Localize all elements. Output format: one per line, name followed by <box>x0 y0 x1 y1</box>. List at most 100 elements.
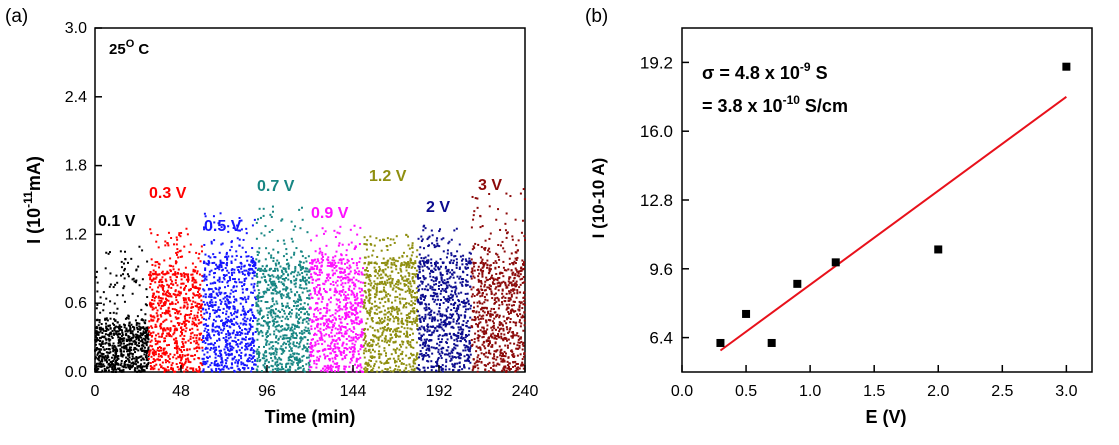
panel-a-data-point <box>231 274 234 277</box>
panel-a-data-point <box>411 332 414 335</box>
panel-a-data-point <box>223 348 226 351</box>
panel-a-data-point <box>161 352 164 355</box>
panel-a-data-point <box>256 275 259 278</box>
panel-a-data-point <box>265 355 268 358</box>
panel-a-data-point <box>427 344 430 347</box>
panel-a-data-point <box>373 356 376 359</box>
panel-a-data-point <box>139 366 142 369</box>
panel-a-data-point <box>230 314 233 317</box>
panel-a-data-point <box>445 299 448 302</box>
panel-a-data-point <box>391 336 394 339</box>
panel-a-data-point <box>268 325 271 328</box>
panel-a-data-point <box>315 363 318 366</box>
panel-a-data-point <box>357 358 360 361</box>
panel-a-data-point <box>296 352 299 355</box>
panel-a-data-point <box>387 310 390 313</box>
panel-a-data-point <box>240 361 243 364</box>
panel-a-data-point <box>321 316 324 319</box>
panel-a-data-point <box>306 329 309 332</box>
panel-a-data-point <box>326 310 329 313</box>
panel-a-data-point <box>282 343 285 346</box>
panel-a-data-point <box>420 240 423 243</box>
panel-a-data-point <box>154 353 157 356</box>
panel-a-data-point <box>348 328 351 331</box>
panel-a-data-point <box>355 333 358 336</box>
panel-a-data-point <box>157 368 160 371</box>
panel-a-data-point <box>286 362 289 365</box>
panel-a-data-point <box>305 287 308 290</box>
panel-a-data-point <box>397 327 400 330</box>
panel-a-data-point <box>312 338 315 341</box>
panel-a-data-point <box>449 275 452 278</box>
panel-a-data-point <box>240 357 243 360</box>
panel-a-data-point <box>293 253 296 256</box>
panel-a-data-point <box>98 356 101 359</box>
panel-a-data-point <box>109 338 112 341</box>
panel-a-data-point <box>264 300 267 303</box>
panel-a-data-point <box>374 261 377 264</box>
panel-a-data-point <box>115 347 118 350</box>
panel-a-data-point <box>279 276 282 279</box>
panel-a-data-point <box>397 319 400 322</box>
panel-a-data-point <box>115 332 118 335</box>
panel-a-data-point <box>157 355 160 358</box>
panel-a-data-point <box>359 345 362 348</box>
panel-a-data-point <box>252 344 255 347</box>
panel-a-data-point <box>222 337 225 340</box>
panel-a-data-point <box>110 363 113 366</box>
panel-a-data-point <box>365 322 368 325</box>
panel-a-data-point <box>404 297 407 300</box>
panel-a-data-point <box>147 349 150 352</box>
panel-a-data-point <box>276 259 279 262</box>
panel-a-data-point <box>165 335 168 338</box>
panel-a-data-point <box>409 341 412 344</box>
panel-a-data-point <box>307 313 310 316</box>
panel-a-data-point <box>151 263 154 266</box>
panel-a-data-point <box>107 356 110 359</box>
panel-a-data-point <box>368 314 371 317</box>
panel-a-data-point <box>266 324 269 327</box>
panel-a-data-point <box>436 363 439 366</box>
panel-a-data-point <box>181 282 184 285</box>
panel-a-data-point <box>418 253 421 256</box>
panel-a-data-point <box>309 369 312 372</box>
panel-a-data-point <box>328 326 331 329</box>
panel-a-data-point <box>392 357 395 360</box>
panel-a-data-point <box>182 344 185 347</box>
panel-a-data-point <box>131 292 134 295</box>
panel-a-data-point <box>320 300 323 303</box>
panel-a-data-point <box>187 353 190 356</box>
panel-a-data-point <box>332 256 335 259</box>
panel-a-data-point <box>112 370 115 373</box>
panel-a-data-point <box>337 347 340 350</box>
panel-a-data-point <box>333 362 336 365</box>
panel-a-data-point <box>394 264 397 267</box>
panel-a-data-point <box>420 325 423 328</box>
panel-a-data-point <box>292 300 295 303</box>
panel-a-data-point <box>123 337 126 340</box>
panel-a-data-point <box>149 304 152 307</box>
panel-a-data-point <box>105 341 108 344</box>
panel-a-data-point <box>350 312 353 315</box>
panel-a-data-point <box>120 266 123 269</box>
panel-a-data-point <box>373 363 376 366</box>
panel-a-data-point <box>364 307 367 310</box>
panel-a-data-point <box>413 367 416 370</box>
panel-a-data-point <box>163 370 166 373</box>
panel-a-data-point <box>191 331 194 334</box>
panel-a-data-point <box>394 259 397 262</box>
panel-a-data-point <box>238 281 241 284</box>
panel-a-data-point <box>131 332 134 335</box>
panel-a-data-point <box>456 340 459 343</box>
panel-a-data-point <box>380 282 383 285</box>
panel-a-data-point <box>271 284 274 287</box>
panel-a-data-point <box>399 264 402 267</box>
panel-a-data-point <box>129 332 132 335</box>
panel-a-data-point <box>421 316 424 319</box>
panel-a-data-point <box>267 283 270 286</box>
panel-a-data-point <box>312 259 315 262</box>
panel-a-data-point <box>133 368 136 371</box>
panel-a-data-point <box>177 324 180 327</box>
panel-a-data-point <box>226 257 229 260</box>
panel-a-data-point <box>305 270 308 273</box>
